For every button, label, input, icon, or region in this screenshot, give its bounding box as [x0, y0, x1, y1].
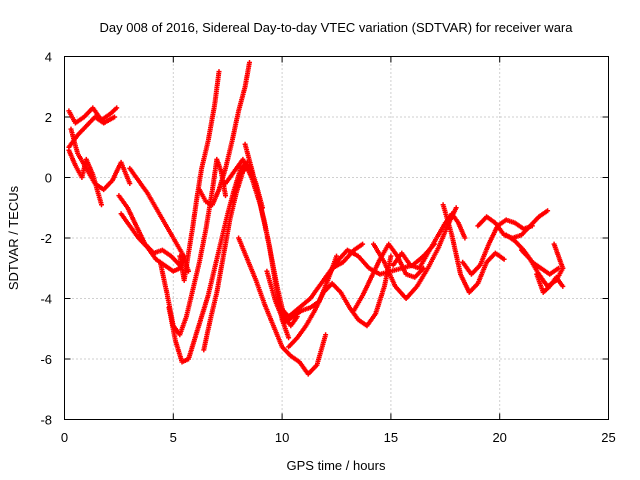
series-arc15: [236, 235, 329, 377]
series-arc29: [551, 241, 566, 271]
plus-markers: [286, 253, 394, 350]
plus-markers: [242, 141, 300, 329]
series-arc4: [66, 147, 104, 208]
x-tick-label: 0: [61, 430, 68, 445]
plus-markers: [440, 202, 507, 295]
x-tick-label: 5: [170, 430, 177, 445]
data-series: [66, 60, 566, 377]
series-arc18: [286, 253, 394, 350]
plus-markers: [551, 241, 566, 271]
y-axis-label: SDTVAR / TECUs: [6, 185, 21, 290]
plus-markers: [503, 232, 561, 277]
series-arc10: [177, 69, 222, 283]
plus-markers: [390, 211, 468, 271]
y-tick-label: -2: [40, 231, 52, 246]
plus-markers: [177, 69, 222, 283]
series-arc26: [503, 232, 561, 277]
plus-markers: [66, 147, 104, 208]
y-tick-label: 4: [45, 50, 52, 65]
y-tick-label: -6: [40, 352, 52, 367]
y-tick-labels: -8 -6 -4 -2 0 2 4: [40, 50, 52, 428]
series-arc9: [166, 159, 250, 365]
x-tick-label: 25: [601, 430, 615, 445]
x-tick-label: 10: [275, 430, 289, 445]
y-tick-label: 2: [45, 110, 52, 125]
x-tick-labels: 0 5 10 15 20 25: [61, 430, 616, 445]
series-arc28: [534, 271, 566, 295]
series-arc11: [196, 60, 252, 208]
plus-markers: [127, 165, 191, 274]
plus-markers: [236, 235, 329, 377]
x-tick-label: 20: [492, 430, 506, 445]
series-arc24: [460, 217, 535, 277]
x-tick-label: 15: [384, 430, 398, 445]
plus-markers: [196, 60, 252, 208]
series-arc1: [66, 105, 120, 126]
plot-frame: [64, 56, 609, 420]
series-arc22: [390, 211, 468, 271]
plus-markers: [534, 271, 566, 295]
plus-markers: [460, 217, 535, 277]
plus-markers: [66, 105, 120, 126]
series-arc23: [440, 202, 507, 295]
series-arc14: [242, 141, 300, 329]
y-tick-label: 0: [45, 171, 52, 186]
plus-markers: [166, 159, 250, 365]
series-arc6: [127, 165, 191, 274]
chart-title: Day 008 of 2016, Sidereal Day-to-day VTE…: [99, 20, 573, 35]
x-axis-label: GPS time / hours: [287, 458, 386, 473]
plus-markers: [66, 114, 117, 150]
series-arc5: [116, 193, 183, 268]
y-tick-label: -4: [40, 292, 52, 307]
series-arc2: [66, 114, 117, 150]
grid: [64, 56, 609, 420]
plus-markers: [116, 193, 183, 268]
y-tick-label: -8: [40, 413, 52, 428]
